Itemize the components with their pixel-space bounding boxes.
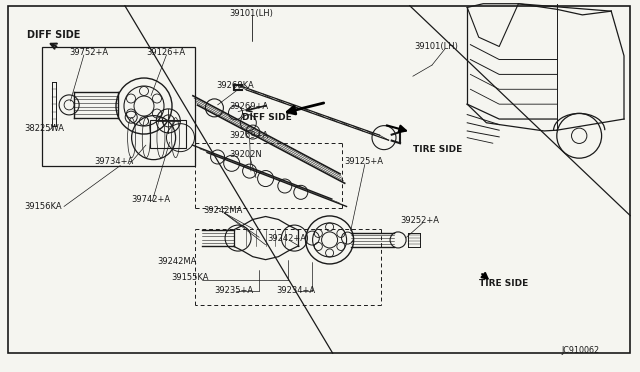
Text: 39242MA: 39242MA — [157, 257, 196, 266]
Text: JC910062: JC910062 — [562, 346, 600, 355]
Text: 39242+A: 39242+A — [268, 234, 307, 243]
Text: 39268KA: 39268KA — [216, 81, 254, 90]
Text: 39235+A: 39235+A — [214, 286, 253, 295]
Text: 39101(LH): 39101(LH) — [415, 42, 459, 51]
Text: 39742+A: 39742+A — [131, 195, 170, 203]
Text: 39752+A: 39752+A — [69, 48, 108, 57]
Text: 39242MA: 39242MA — [204, 206, 243, 215]
Text: 39269+A: 39269+A — [229, 102, 268, 110]
Text: 39125+A: 39125+A — [344, 157, 383, 166]
Text: 39234+A: 39234+A — [276, 286, 316, 295]
Text: 39734+A: 39734+A — [95, 157, 134, 166]
Text: 38225WA: 38225WA — [24, 124, 65, 133]
Text: TIRE SIDE: TIRE SIDE — [479, 279, 528, 288]
Text: 39155KA: 39155KA — [172, 273, 209, 282]
Text: 39269+A: 39269+A — [229, 131, 268, 140]
Text: 39202N: 39202N — [229, 150, 262, 159]
Text: DIFF SIDE: DIFF SIDE — [242, 113, 292, 122]
Text: DIFF SIDE: DIFF SIDE — [27, 31, 80, 40]
Text: 39156KA: 39156KA — [24, 202, 62, 211]
Text: 39126+A: 39126+A — [146, 48, 185, 57]
Text: TIRE SIDE: TIRE SIDE — [413, 145, 462, 154]
Text: 39101(LH): 39101(LH) — [229, 9, 273, 17]
Text: 39252+A: 39252+A — [400, 216, 439, 225]
